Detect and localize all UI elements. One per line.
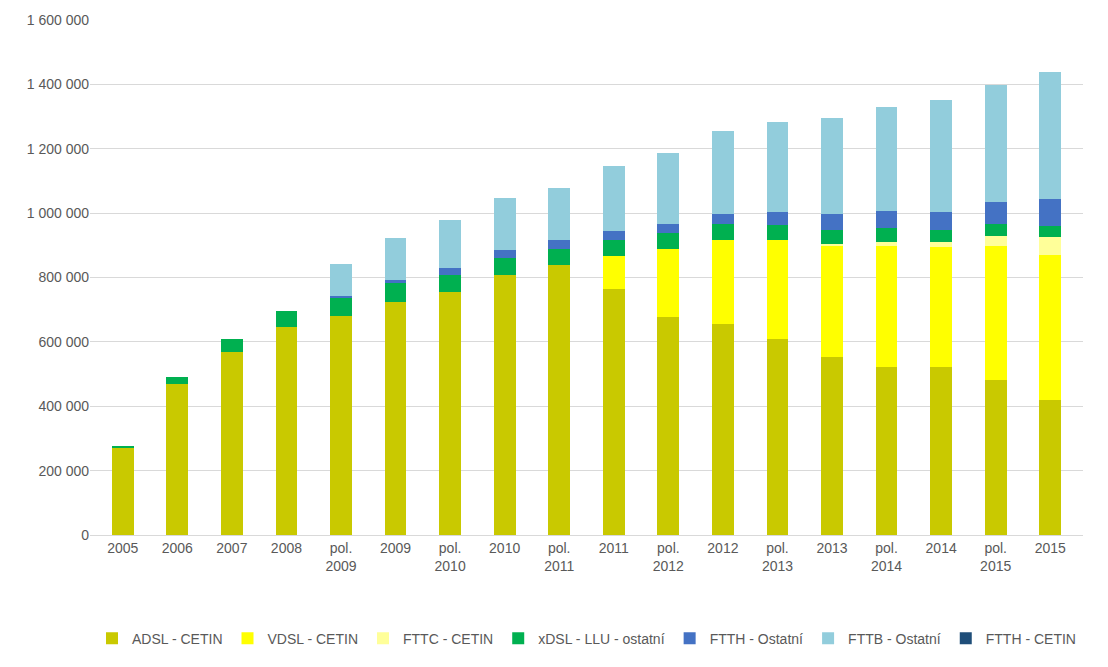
svg-text:600 000: 600 000 (38, 334, 89, 350)
svg-text:1 400 000: 1 400 000 (27, 76, 89, 92)
svg-text:FTTH - CETIN: FTTH - CETIN (986, 631, 1076, 647)
svg-text:2013: 2013 (816, 540, 847, 556)
svg-text:0: 0 (81, 527, 89, 543)
svg-text:1 200 000: 1 200 000 (27, 141, 89, 157)
svg-text:pol.2009: pol.2009 (325, 540, 356, 574)
svg-text:2008: 2008 (271, 540, 302, 556)
svg-text:pol.2012: pol.2012 (653, 540, 684, 574)
svg-text:FTTB - Ostatní: FTTB - Ostatní (848, 631, 941, 647)
svg-text:2005: 2005 (107, 540, 138, 556)
svg-text:400 000: 400 000 (38, 398, 89, 414)
svg-text:2011: 2011 (599, 540, 629, 556)
svg-text:2010: 2010 (489, 540, 520, 556)
svg-text:pol.2015: pol.2015 (980, 540, 1011, 574)
svg-text:200 000: 200 000 (38, 463, 89, 479)
svg-text:2015: 2015 (1035, 540, 1066, 556)
svg-text:1 000 000: 1 000 000 (27, 205, 89, 221)
svg-text:2006: 2006 (162, 540, 193, 556)
svg-text:pol.2014: pol.2014 (871, 540, 902, 574)
svg-text:xDSL - LLU - ostatní: xDSL - LLU - ostatní (538, 631, 664, 647)
svg-text:2012: 2012 (707, 540, 738, 556)
svg-text:pol.2010: pol.2010 (435, 540, 466, 574)
svg-text:800 000: 800 000 (38, 269, 89, 285)
svg-text:1 600 000: 1 600 000 (27, 12, 89, 28)
svg-text:VDSL - CETIN: VDSL - CETIN (268, 631, 359, 647)
svg-text:2014: 2014 (926, 540, 957, 556)
svg-text:pol.2011: pol.2011 (544, 540, 574, 574)
svg-text:2007: 2007 (216, 540, 247, 556)
svg-text:FTTC - CETIN: FTTC - CETIN (403, 631, 493, 647)
svg-text:pol.2013: pol.2013 (762, 540, 793, 574)
svg-text:2009: 2009 (380, 540, 411, 556)
svg-text:ADSL - CETIN: ADSL - CETIN (132, 631, 223, 647)
svg-text:FTTH - Ostatní: FTTH - Ostatní (710, 631, 803, 647)
